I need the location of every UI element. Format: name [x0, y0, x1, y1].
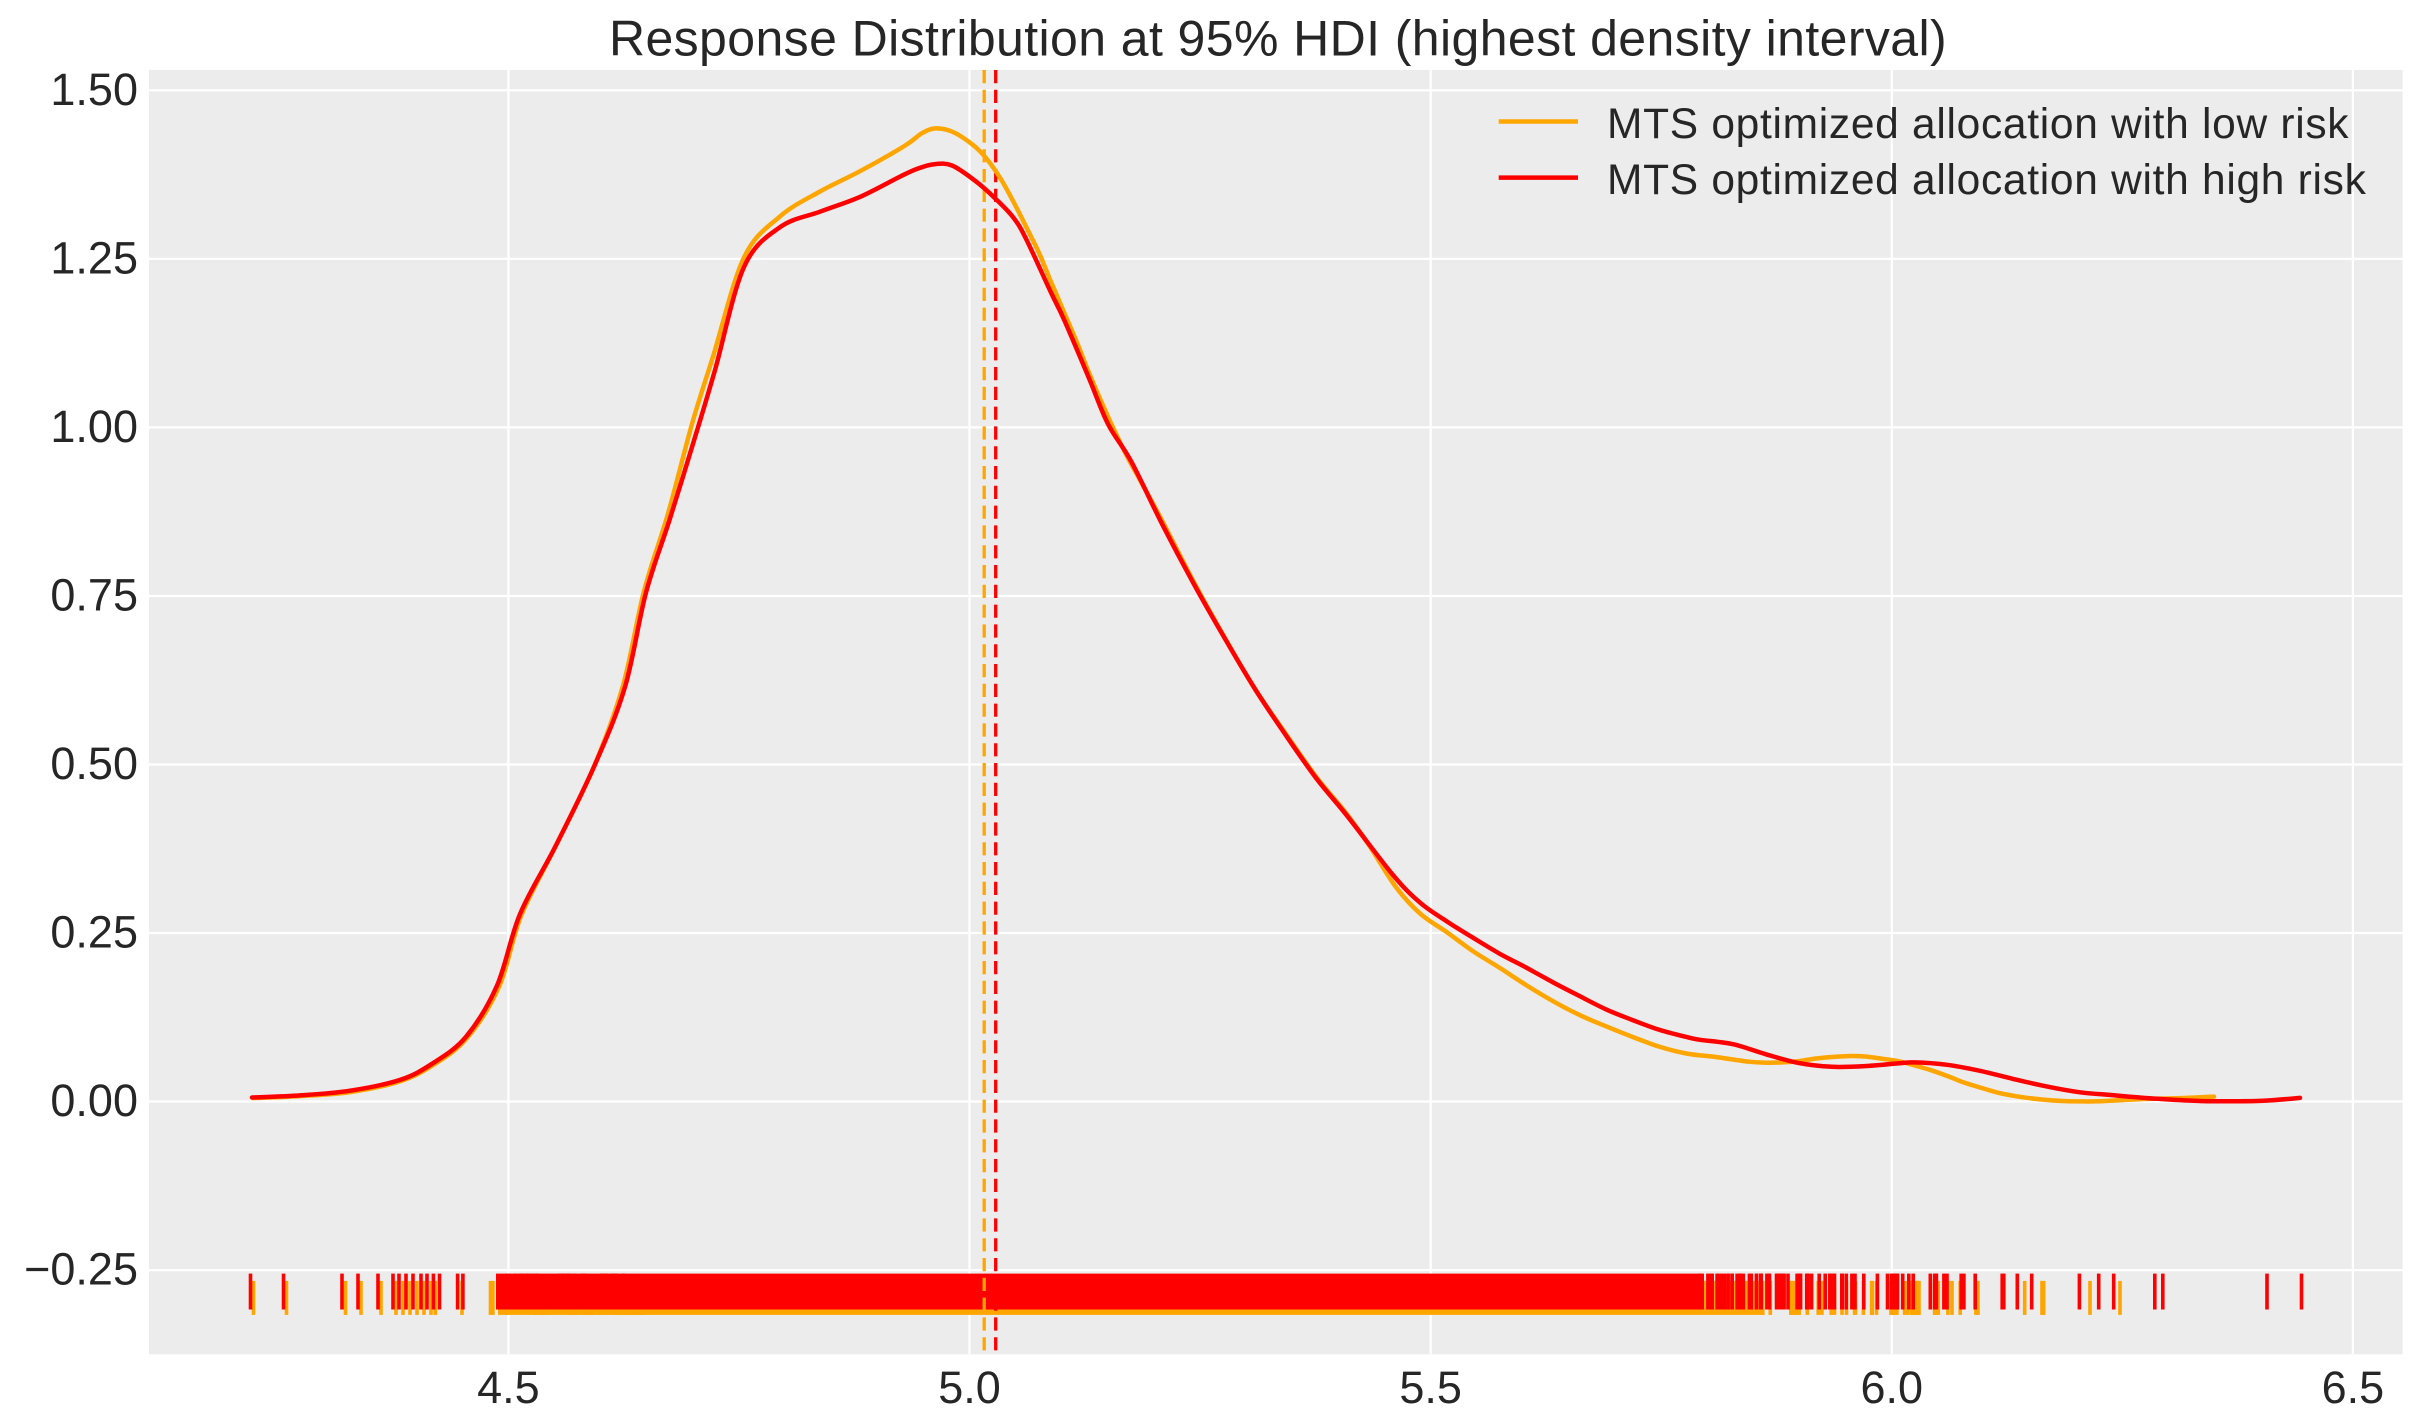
svg-text:MTS optimized allocation with: MTS optimized allocation with high risk	[1607, 157, 2367, 204]
svg-text:1.00: 1.00	[50, 401, 138, 452]
svg-text:−0.25: −0.25	[24, 1244, 138, 1295]
svg-text:MTS optimized allocation with: MTS optimized allocation with low risk	[1607, 101, 2349, 148]
svg-text:4.5: 4.5	[477, 1362, 540, 1413]
svg-text:0.75: 0.75	[50, 570, 138, 621]
svg-text:Response Distribution at 95% H: Response Distribution at 95% HDI (highes…	[609, 11, 1947, 67]
svg-text:0.25: 0.25	[50, 907, 138, 958]
svg-text:0.50: 0.50	[50, 738, 138, 789]
svg-text:6.5: 6.5	[2322, 1362, 2385, 1413]
svg-text:5.5: 5.5	[1399, 1362, 1462, 1413]
svg-text:1.25: 1.25	[50, 232, 138, 283]
svg-text:6.0: 6.0	[1861, 1362, 1924, 1413]
svg-text:5.0: 5.0	[938, 1362, 1001, 1413]
svg-text:1.50: 1.50	[50, 64, 138, 115]
svg-text:0.00: 0.00	[50, 1075, 138, 1126]
